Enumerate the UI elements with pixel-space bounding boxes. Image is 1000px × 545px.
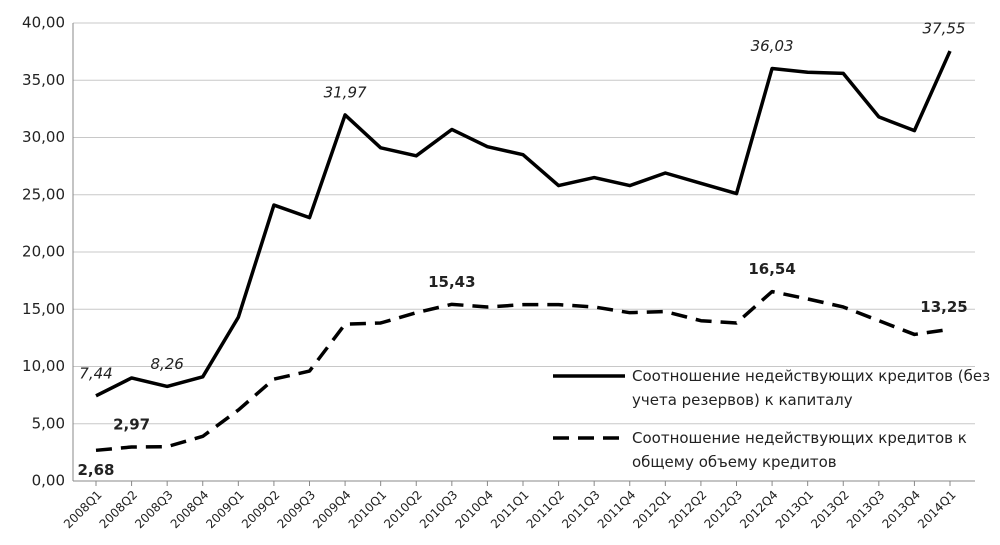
series-line [95,50,952,398]
y-tick-label: 10,00 [22,357,65,375]
y-tick-label: 15,00 [22,300,65,318]
x-tick-label: 2009Q2 [239,488,283,532]
x-tick-label: 2011Q4 [595,488,639,532]
x-tick-label: 2014Q1 [915,488,959,532]
x-tick-label: 2010Q3 [417,488,461,532]
x-tick-label: 2013Q3 [844,488,888,532]
x-tick-label: 2010Q2 [381,488,425,532]
x-tick-label: 2012Q3 [702,488,746,532]
y-tick-label: 25,00 [22,185,65,203]
series-line [95,289,951,453]
data-label: 2,97 [113,415,150,433]
x-tick-label: 2011Q1 [488,488,532,532]
legend-label: Соотношение недействующих кредитов к общ… [632,429,967,471]
x-tick-label: 2008Q4 [168,488,212,532]
x-tick-label: 2012Q4 [737,488,781,532]
x-tick-label: 2013Q1 [773,488,817,532]
data-label: 36,03 [751,37,794,55]
data-label: 7,44 [79,364,112,382]
x-tick-label: 2008Q2 [97,488,141,532]
x-tick-label: 2008Q3 [132,488,176,532]
y-tick-label: 40,00 [22,14,65,32]
y-tick-label: 5,00 [32,414,65,432]
data-label: 8,26 [150,355,183,373]
x-tick-label: 2009Q1 [203,488,247,532]
x-tick-label: 2010Q4 [452,488,496,532]
x-tick-label: 2010Q1 [346,488,390,532]
y-tick-label: 0,00 [32,472,65,490]
x-tick-label: 2012Q2 [666,488,710,532]
data-label: 16,54 [748,260,795,278]
x-tick-label: 2011Q2 [524,488,568,532]
x-tick-label: 2011Q3 [559,488,603,532]
x-tick-label: 2009Q3 [275,488,319,532]
data-label: 31,97 [324,83,367,101]
data-label: 37,55 [923,20,966,38]
data-label: 15,43 [428,273,475,291]
x-tick-label: 2009Q4 [310,488,354,532]
data-label: 2,68 [77,461,114,479]
y-tick-label: 30,00 [22,128,65,146]
x-tick-label: 2013Q2 [808,488,852,532]
legend-label: Соотношение недействующих кредитов (без … [632,367,991,409]
x-tick-label: 2008Q1 [61,488,105,532]
data-label: 13,25 [920,298,967,316]
x-tick-label: 2012Q1 [630,488,674,532]
y-tick-label: 35,00 [22,71,65,89]
y-tick-label: 20,00 [22,243,65,261]
x-tick-label: 2013Q4 [879,488,923,532]
